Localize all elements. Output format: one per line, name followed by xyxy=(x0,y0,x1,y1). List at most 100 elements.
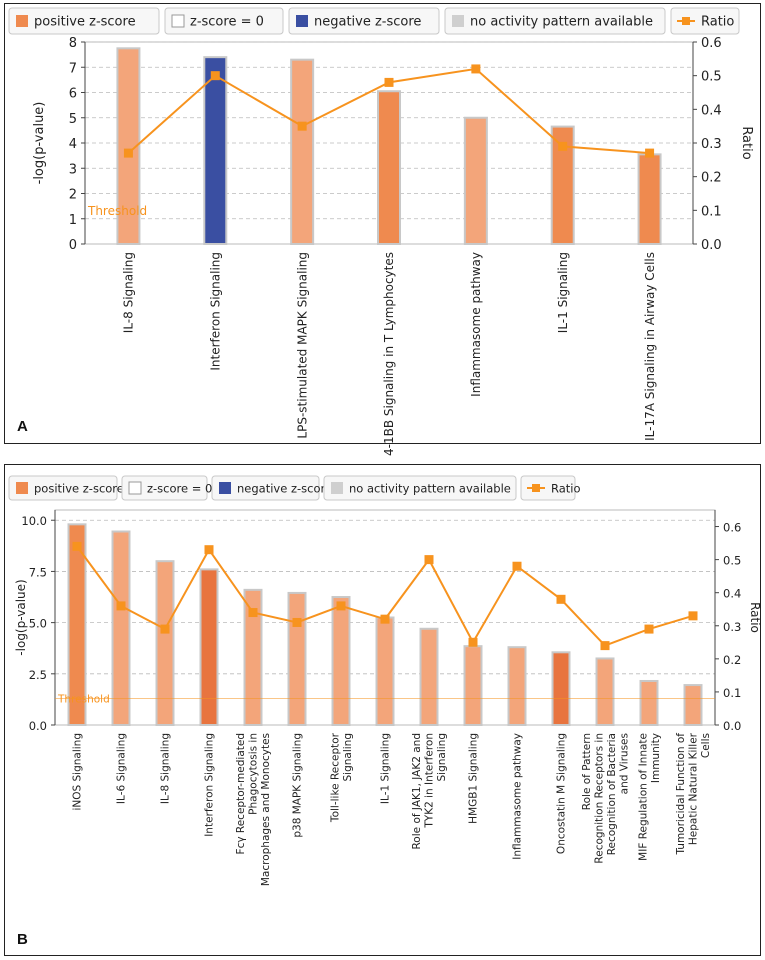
ratio-point-12 xyxy=(556,594,566,604)
bar-5 xyxy=(463,116,488,245)
legend-swatch-zero xyxy=(171,14,185,28)
ratio-point-2 xyxy=(116,601,126,611)
panel-b: positive z-score z-score = 0 negative z-sc… xyxy=(4,464,762,956)
y2-tick-label: 0.2 xyxy=(701,171,722,186)
panel-a: positive z-score z-score = 0 negative z-sc… xyxy=(4,3,761,456)
legend-item-box xyxy=(288,7,440,35)
x-tick-label-line: Recognition of Bacteria xyxy=(606,733,618,855)
x-tick-label: Inflammasome pathway xyxy=(469,252,483,397)
ratio-point-4 xyxy=(204,545,214,555)
ratio-point-3 xyxy=(297,121,307,131)
x-tick-label-line: Phagocytosis in xyxy=(248,733,260,815)
y-tick-label: 8 xyxy=(69,36,77,51)
legend-item-negative: negative z-score xyxy=(211,475,332,501)
y-axis-title: -log(p-value) xyxy=(14,579,28,655)
y2-tick-label: 0.2 xyxy=(723,653,741,667)
x-tick-label-line: IL-17A Signaling in Airway Cells xyxy=(643,252,657,441)
threshold-label: Threshold xyxy=(87,204,147,218)
y2-tick-label: 0.3 xyxy=(701,137,722,152)
legend-swatch-zero xyxy=(128,481,142,495)
ratio-point-7 xyxy=(645,148,655,158)
bar-3 xyxy=(155,560,175,726)
legend-item-ratio: Ratio xyxy=(670,7,740,35)
x-tick-label: IL-8 Signaling xyxy=(160,733,172,804)
y-tick-label: 7.5 xyxy=(29,565,47,579)
y2-tick-label: 0.0 xyxy=(701,238,722,253)
bar-15 xyxy=(683,684,703,726)
ratio-point-13 xyxy=(600,641,610,651)
x-tick-label: HMGB1 Signaling xyxy=(468,733,480,824)
legend-label-ratio: Ratio xyxy=(701,15,734,30)
legend-item-box xyxy=(164,7,284,35)
ratio-markers xyxy=(72,541,698,651)
x-tick-label: p38 MAPK Signaling xyxy=(292,733,304,838)
x-tick-label: IL-8 Signaling xyxy=(122,252,136,333)
x-axis-labels: IL-8 Signaling Interferon Signaling LPS-st… xyxy=(122,252,657,456)
x-tick-label: IL-1 Signaling xyxy=(556,252,570,333)
legend-item-box xyxy=(211,475,320,501)
ratio-point-6 xyxy=(558,141,568,151)
y-tick-label: 5 xyxy=(69,112,77,127)
y-tick-label: 10.0 xyxy=(21,514,47,528)
legend-label-zero: z-score = 0 xyxy=(147,482,212,496)
bar-12 xyxy=(551,651,571,726)
y-tick-label: 2.5 xyxy=(29,668,47,682)
y-axis-right: 0.0 0.1 0.2 0.3 0.4 0.5 0.6 Ratio xyxy=(714,510,762,733)
ratio-point-1 xyxy=(72,541,82,551)
ratio-point-4 xyxy=(384,77,394,87)
legend-item-none: no activity pattern available xyxy=(444,7,666,35)
y2-tick-label: 0.6 xyxy=(701,36,722,51)
y-axis-left: 0 1 2 3 4 5 6 7 8 -log(p-value) xyxy=(32,36,86,253)
legend-item-box xyxy=(670,7,740,35)
panel-a-label: A xyxy=(17,418,28,435)
legend-swatch-positive xyxy=(16,15,28,27)
ratio-point-11 xyxy=(512,561,522,571)
x-tick-label-line: IL-1 Signaling xyxy=(380,733,392,804)
x-tick-label-line: LPS-stimulated MAPK Signaling xyxy=(295,252,309,439)
x-tick-label: IL-6 Signaling xyxy=(116,733,128,804)
x-tick-label: Role of PatternRecognition Receptors inR… xyxy=(581,733,631,864)
x-tick-label: IL-1 Signaling xyxy=(380,733,392,804)
bar-5 xyxy=(243,588,263,726)
legend-item-zero: z-score = 0 xyxy=(164,7,284,35)
y2-axis-title: Ratio xyxy=(739,126,754,159)
x-tick-label-line: IL-6 Signaling xyxy=(116,733,128,804)
x-tick-label: IL-17A Signaling in Airway Cells xyxy=(643,252,657,441)
chart-b: positive z-score z-score = 0 negative z-sc… xyxy=(8,475,762,886)
x-tick-label-line: TYK2 in Interferon xyxy=(424,733,436,829)
panel-b-label: B xyxy=(17,931,28,948)
legend-label-ratio: Ratio xyxy=(551,482,581,496)
y2-tick-label: 0.3 xyxy=(723,620,741,634)
ratio-markers xyxy=(123,64,655,158)
x-axis-labels: iNOS Signaling IL-6 Signaling IL-8 Signali… xyxy=(72,732,712,886)
bar-2 xyxy=(203,56,228,246)
x-tick-label-line: Signaling xyxy=(342,733,354,782)
x-tick-label-line: Interferon Signaling xyxy=(208,252,222,371)
y-tick-label: 7 xyxy=(69,61,77,76)
bar-10 xyxy=(463,645,483,727)
bar-4 xyxy=(199,568,219,726)
y-tick-label: 4 xyxy=(69,137,77,152)
legend-item-box xyxy=(444,7,666,35)
legend-item-box xyxy=(323,475,517,501)
legend-item-box xyxy=(121,475,208,501)
x-tick-label-line: Immunity xyxy=(650,733,662,783)
x-tick-label-line: Fcγ Receptor-mediated xyxy=(235,733,247,854)
legend-swatch-negative xyxy=(219,482,231,494)
y2-tick-label: 0.5 xyxy=(723,554,741,568)
bar-11 xyxy=(507,646,527,726)
x-tick-label: Toll-like ReceptorSignaling xyxy=(329,732,354,823)
legend-item-box xyxy=(8,475,118,501)
y-tick-label: 1 xyxy=(69,213,77,228)
y-tick-label: 5.0 xyxy=(29,617,47,631)
y-axis-right: 0.0 0.1 0.2 0.3 0.4 0.5 0.6 Ratio xyxy=(692,36,754,253)
legend-item-ratio: Ratio xyxy=(520,475,581,501)
bar-6 xyxy=(550,125,575,245)
x-tick-label-line: Interferon Signaling xyxy=(204,733,216,837)
x-tick-label: Fcγ Receptor-mediatedPhagocytosis inMacr… xyxy=(235,733,272,886)
ratio-point-9 xyxy=(424,555,434,565)
legend-label-positive: positive z-score xyxy=(34,482,124,496)
threshold-label: Threshold xyxy=(57,693,110,705)
legend-label-none: no activity pattern available xyxy=(470,15,653,30)
legend-swatch-positive xyxy=(16,482,28,494)
